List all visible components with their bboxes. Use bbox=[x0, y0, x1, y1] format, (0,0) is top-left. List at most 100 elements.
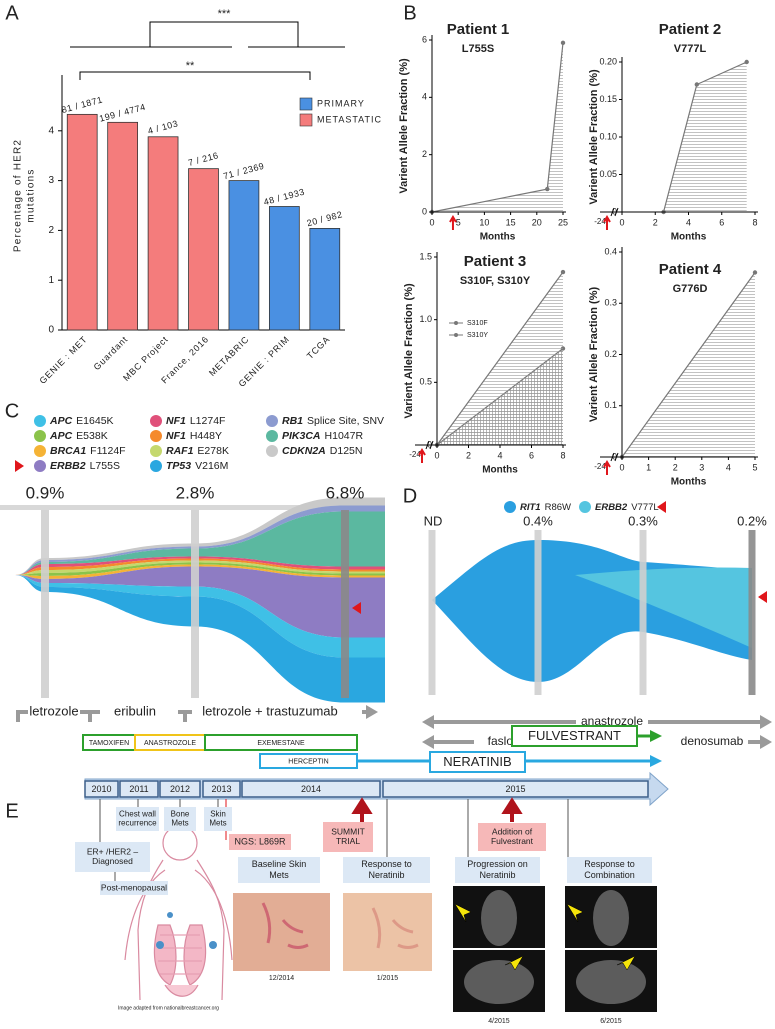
bar bbox=[228, 180, 260, 331]
therapy-label: EXEMESTANE bbox=[257, 740, 305, 747]
chart-subtitle: L755S bbox=[462, 43, 494, 55]
y-tick-label: 0.15 bbox=[599, 94, 617, 104]
timepoint-bar bbox=[191, 510, 199, 698]
timepoint-label: 2.8% bbox=[176, 483, 215, 502]
y-tick-label: 0 bbox=[48, 325, 54, 336]
x-tick-label: METABRIC bbox=[207, 334, 251, 378]
line bbox=[431, 42, 564, 213]
therapy-box bbox=[429, 751, 526, 773]
event-label: Skin Mets bbox=[209, 810, 226, 828]
legend-label: RAF1 E278K bbox=[166, 445, 229, 457]
x-tick-label: 5 bbox=[752, 462, 757, 472]
yellow-arrow bbox=[454, 903, 472, 923]
x-tick-label: 0 bbox=[619, 217, 624, 227]
y-tick-label: 2 bbox=[422, 149, 427, 159]
clone-band bbox=[15, 558, 385, 575]
skin-photo bbox=[233, 893, 330, 971]
gene-name: APC bbox=[49, 430, 73, 442]
legend-label: PRIMARY bbox=[317, 98, 365, 108]
red-arrow bbox=[449, 215, 457, 230]
break-label: -24 bbox=[594, 462, 606, 471]
image-date: 12/2014 bbox=[269, 975, 294, 982]
therapy-box bbox=[511, 725, 638, 747]
x-tick-label: 4 bbox=[686, 217, 691, 227]
event-label: Chest wall recurrence bbox=[118, 810, 157, 828]
year-label: 2014 bbox=[301, 784, 321, 794]
y-tick-label: 3 bbox=[48, 175, 54, 186]
red-marker bbox=[15, 460, 24, 472]
y-tick-label: 0.1 bbox=[604, 400, 617, 410]
clone-band bbox=[15, 575, 385, 703]
legend-label: NF1 H448Y bbox=[166, 430, 222, 442]
bar bbox=[147, 136, 179, 331]
x-tick-label: 4 bbox=[497, 450, 502, 460]
legend-dot bbox=[34, 415, 46, 427]
legend-label: RIT1 R86W bbox=[520, 502, 571, 513]
count-label: 199 / 4774 bbox=[98, 102, 147, 124]
x-tick-label: 10 bbox=[479, 217, 489, 227]
legend-dot bbox=[150, 460, 162, 472]
yellow-arrow bbox=[504, 955, 524, 971]
event-box bbox=[164, 807, 196, 831]
timepoint-bar bbox=[341, 510, 349, 698]
event-label: ER+ /HER2 – Diagnosed bbox=[87, 847, 139, 867]
legend-label: CDKN2A D125N bbox=[282, 445, 362, 457]
timepoint-label: 0.4% bbox=[523, 513, 553, 528]
y-tick-label: 0.5 bbox=[419, 377, 432, 387]
y-tick-label: 0.10 bbox=[599, 131, 617, 141]
timepoint-bar bbox=[748, 530, 756, 695]
clone-band bbox=[15, 566, 385, 638]
yellow-arrow bbox=[616, 955, 636, 971]
year-segment bbox=[241, 780, 381, 798]
arrow-head bbox=[366, 705, 378, 719]
therapy-label: ANASTROZOLE bbox=[144, 740, 196, 747]
chart-title: Patient 2 bbox=[659, 21, 722, 38]
legend-dot bbox=[504, 501, 516, 513]
legend-label: METASTATIC bbox=[317, 114, 382, 124]
mutation: D125N bbox=[330, 445, 363, 457]
yellow-arrow bbox=[566, 903, 584, 923]
clone-band bbox=[15, 497, 385, 575]
legend-label: TP53 V216M bbox=[166, 460, 228, 472]
year-segment bbox=[119, 780, 159, 798]
legend-marker bbox=[454, 321, 458, 325]
image-title-box bbox=[343, 857, 430, 883]
significance-label: ** bbox=[186, 60, 195, 72]
red-arrow bbox=[351, 797, 373, 822]
red-arrow bbox=[603, 460, 611, 475]
x-tick-label: 6 bbox=[719, 217, 724, 227]
image-title-box bbox=[238, 857, 320, 883]
legend-label: NF1 L1274F bbox=[166, 415, 225, 427]
x-tick-label: 0 bbox=[434, 450, 439, 460]
red-marker bbox=[352, 602, 361, 614]
legend-dot bbox=[266, 415, 278, 427]
clone-band bbox=[15, 575, 385, 658]
axis-break bbox=[610, 207, 619, 217]
timepoint-label: 0.9% bbox=[26, 483, 65, 502]
x-tick-label: 6 bbox=[529, 450, 534, 460]
gene-name: BRCA1 bbox=[50, 445, 86, 457]
x-tick-label: GENIE : MET bbox=[37, 334, 89, 386]
ct-structure bbox=[464, 960, 534, 1004]
mutation: Splice Site, SNV bbox=[307, 415, 384, 427]
clone-band bbox=[15, 556, 385, 575]
treatment-label: denosumab bbox=[681, 734, 744, 748]
timepoint-bar bbox=[534, 530, 542, 695]
x-tick-label: 20 bbox=[532, 217, 542, 227]
count-label: 7 / 216 bbox=[187, 150, 220, 168]
x-tick-label: 2 bbox=[466, 450, 471, 460]
image-title: Response to Neratinib bbox=[361, 859, 412, 880]
count-label: 71 / 2369 bbox=[222, 161, 265, 182]
y-tick-label: 0.4 bbox=[604, 246, 617, 256]
bar bbox=[268, 206, 300, 331]
point bbox=[744, 59, 749, 65]
image-date: 6/2015 bbox=[600, 1018, 622, 1025]
red-arrow bbox=[418, 448, 426, 463]
mutation: L1274F bbox=[190, 415, 226, 427]
mutation: L755S bbox=[90, 460, 120, 472]
therapy-box bbox=[259, 753, 358, 769]
gene-name: TP53 bbox=[166, 460, 191, 472]
x-axis-label: Months bbox=[482, 465, 518, 476]
y-axis-label: Varient Allele Fraction (%) bbox=[588, 287, 600, 423]
timepoint-bar bbox=[41, 510, 49, 698]
